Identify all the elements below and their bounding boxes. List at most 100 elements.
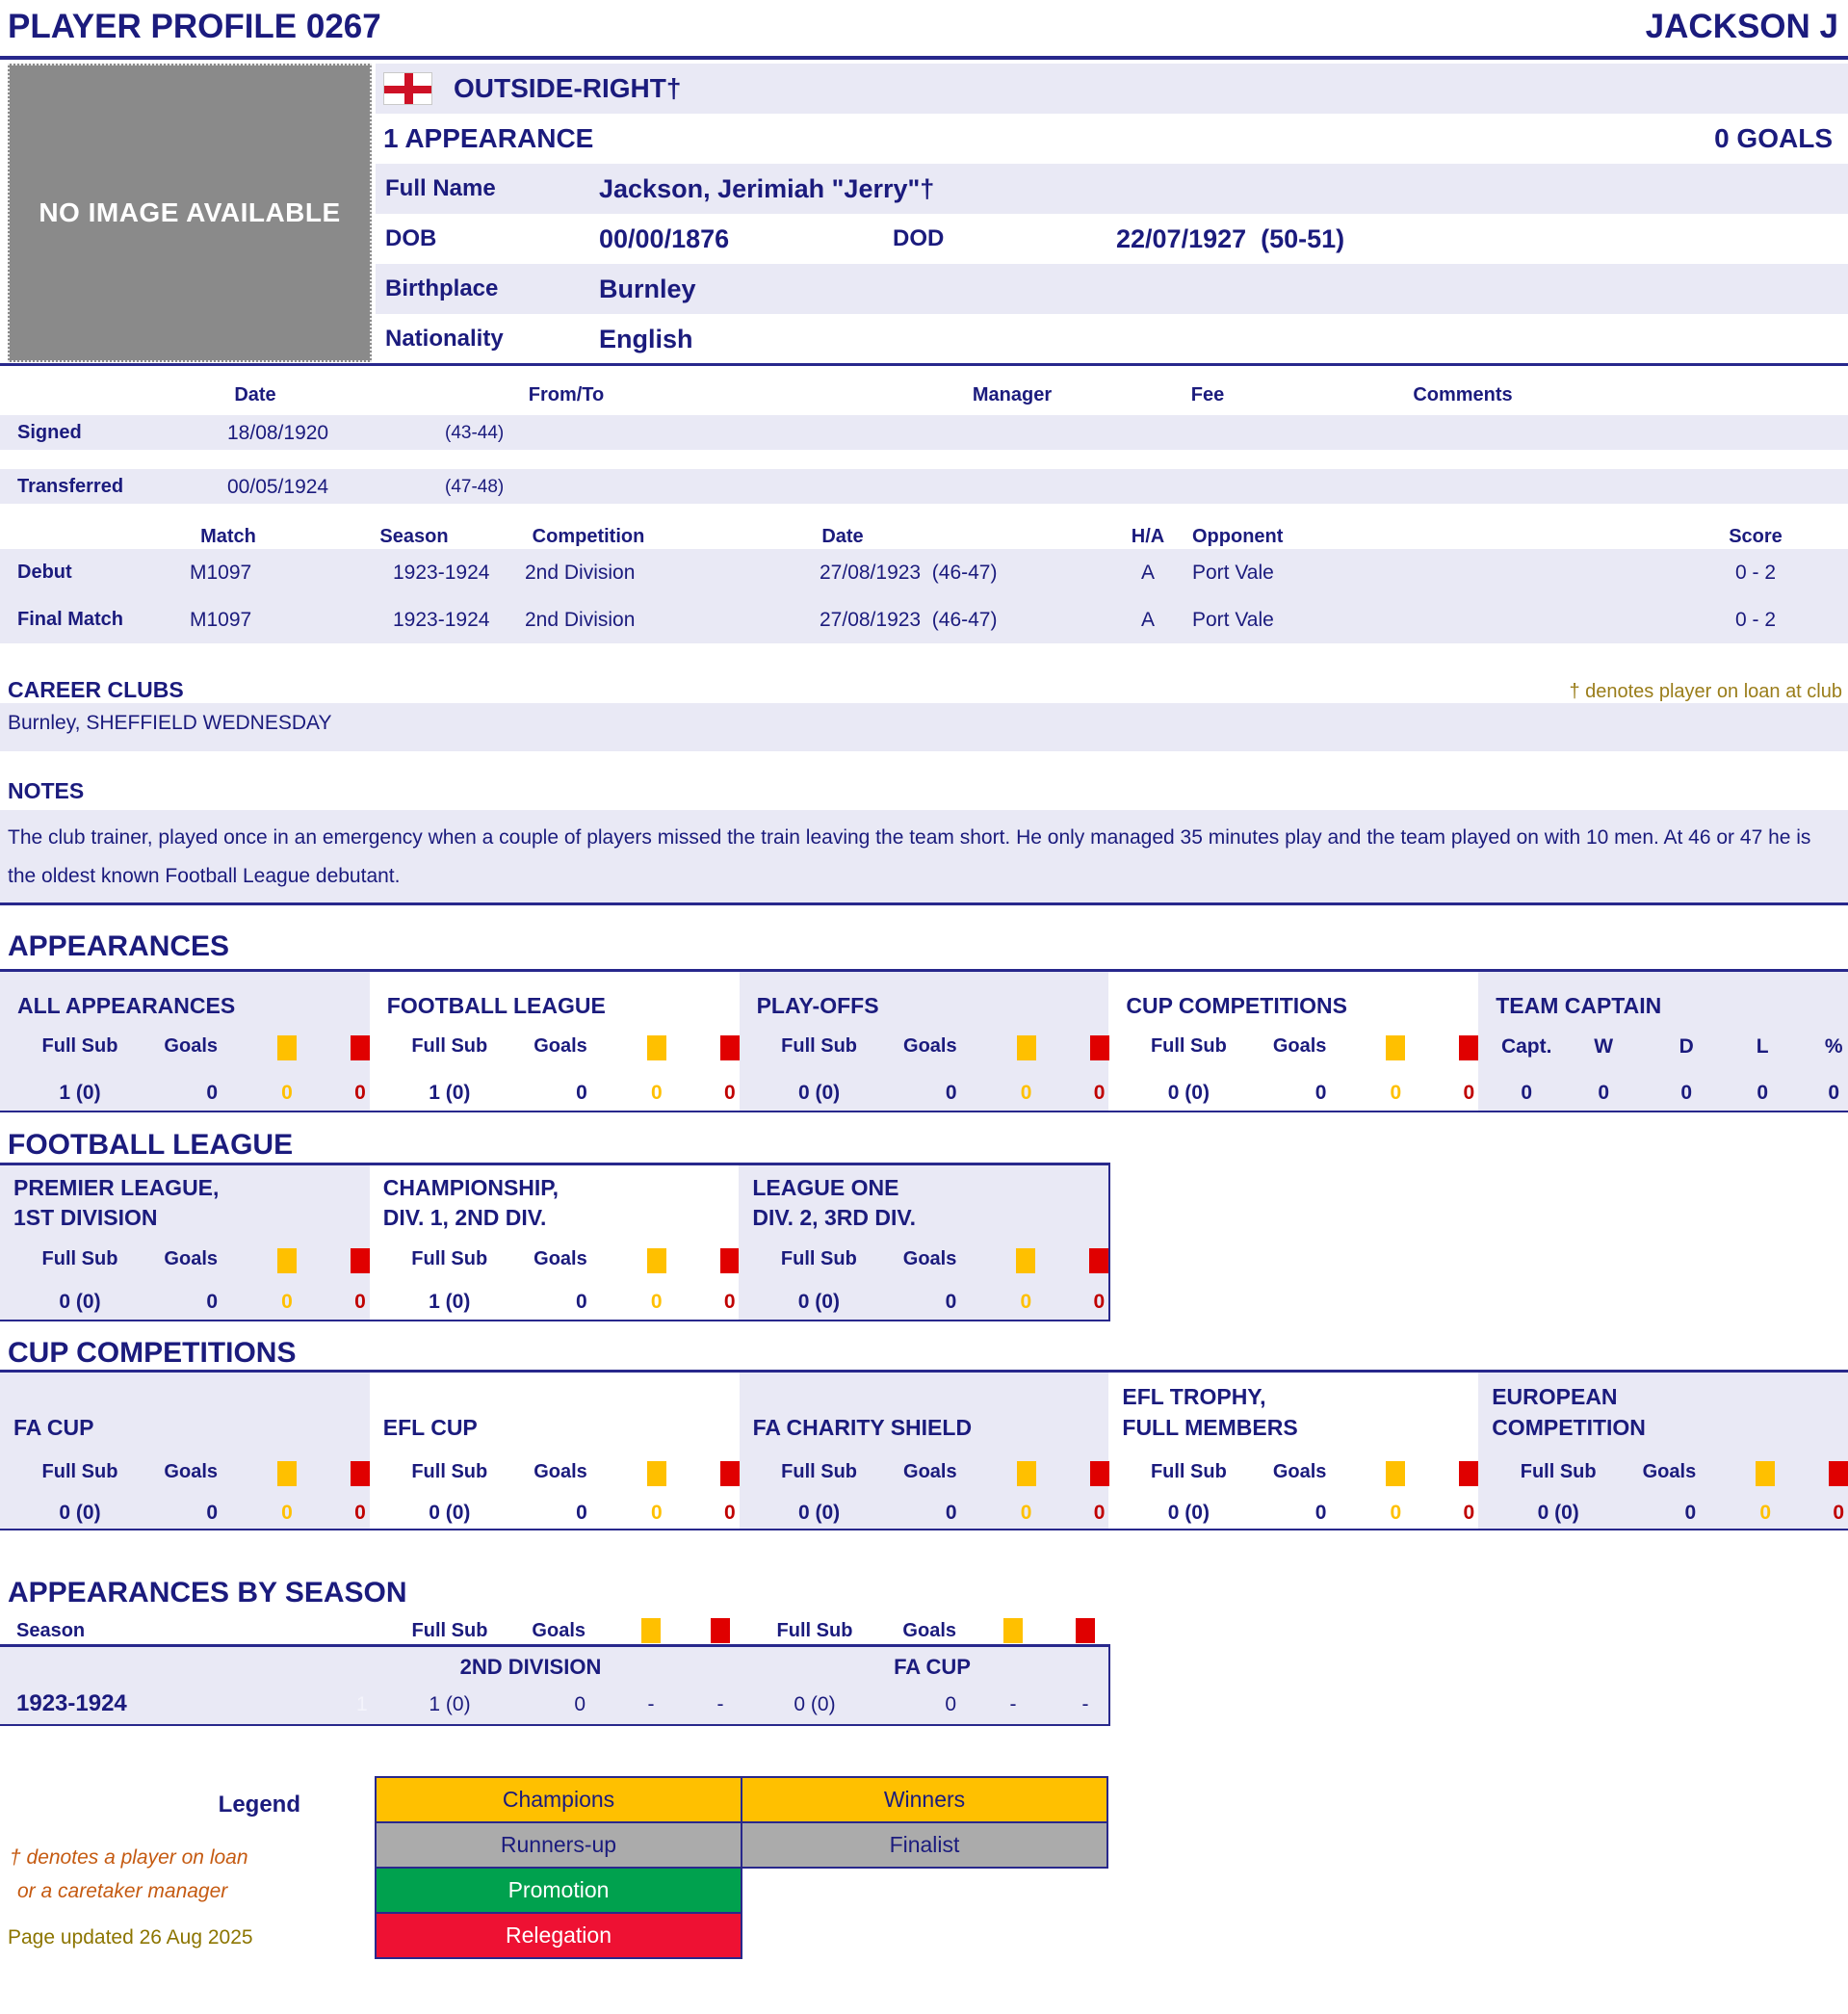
- draws-header: D: [1679, 1035, 1694, 1058]
- nationality-value: English: [599, 325, 693, 353]
- notes-title: NOTES: [8, 778, 85, 803]
- legend-table: Champions Winners Runners-up Finalist Pr…: [375, 1776, 1114, 1959]
- signed-date: 18/08/1920: [227, 422, 329, 444]
- draws-value: 0: [1680, 1082, 1693, 1104]
- panel-title-line1: EUROPEAN: [1492, 1384, 1618, 1409]
- panel-efl-cup: EFL CUP Full Sub Goals 0 (0) 0 0 0: [370, 1373, 740, 1529]
- panel-title-line2: COMPETITION: [1492, 1415, 1646, 1440]
- panel-team-captain: TEAM CAPTAIN Capt. W D L % 0 0 0 0 0: [1478, 972, 1848, 1111]
- goals-header: Goals: [534, 1035, 587, 1057]
- goals-value: 0: [1684, 1502, 1697, 1524]
- goals-header: Goals: [534, 1248, 587, 1269]
- cup-competitions-title: CUP COMPETITIONS: [8, 1337, 297, 1369]
- full-sub-header: Full Sub: [781, 1461, 858, 1482]
- goals-value: 0: [206, 1291, 218, 1313]
- debut-ha: A: [1140, 562, 1155, 584]
- by-season-band: 2ND DIVISION FA CUP 1923-1924 1 1 (0) 0 …: [0, 1647, 1110, 1726]
- panel-title: CUP COMPETITIONS: [1126, 993, 1347, 1018]
- full-sub-value: 0 (0): [1167, 1082, 1210, 1104]
- final-ha: A: [1140, 609, 1155, 631]
- debut-opponent: Port Vale: [1192, 562, 1274, 584]
- g1-red: -: [716, 1693, 724, 1715]
- goals-value: 0: [206, 1502, 218, 1524]
- goals-value: 0: [576, 1502, 587, 1524]
- by-season-title: APPEARANCES BY SEASON: [8, 1577, 407, 1609]
- wins-value: 0: [1598, 1082, 1610, 1104]
- percent-header: %: [1824, 1035, 1843, 1058]
- final-score: 0 - 2: [1734, 609, 1777, 631]
- matches-col-match: Match: [200, 526, 256, 547]
- goals-value: 0: [945, 1502, 957, 1524]
- dob-value: 00/00/1876: [599, 224, 730, 253]
- yellow-card-icon: [1004, 1248, 1047, 1273]
- yellow-cards-value: 0: [1390, 1502, 1402, 1524]
- final-match-label: Final Match: [17, 609, 124, 630]
- g1-yellow: -: [647, 1693, 655, 1715]
- legend-promotion: Promotion: [375, 1867, 742, 1914]
- full-sub-header: Full Sub: [1520, 1461, 1597, 1482]
- goals-header: Goals: [164, 1035, 218, 1057]
- goals-value: 0: [576, 1082, 587, 1104]
- table-row: Transferred 00/05/1924 (47-48): [0, 469, 1848, 504]
- full-sub-header: Full Sub: [411, 1620, 488, 1641]
- red-cards-value: 0: [1093, 1502, 1106, 1524]
- matches-rows: Debut M1097 1923-1924 2nd Division 27/08…: [0, 549, 1848, 643]
- signed-label: Signed: [17, 422, 82, 443]
- matches-col-ha: H/A: [1131, 526, 1165, 547]
- divider: [0, 363, 1848, 366]
- goals-header: Goals: [903, 1461, 957, 1482]
- page-title: PLAYER PROFILE 0267: [8, 8, 381, 45]
- yellow-card-icon: [636, 1461, 678, 1486]
- panel-title-line1: PREMIER LEAGUE,: [13, 1175, 220, 1200]
- g2-full-sub: 0 (0): [794, 1693, 836, 1715]
- england-flag-icon: [383, 72, 432, 105]
- legend-runners-up: Runners-up: [375, 1821, 742, 1869]
- goals-value: 0: [576, 1291, 587, 1313]
- g2-red: -: [1081, 1693, 1089, 1715]
- nationality-label: Nationality: [385, 326, 504, 352]
- full-sub-value: 1 (0): [429, 1082, 471, 1104]
- wins-header: W: [1594, 1035, 1614, 1058]
- notes-band: The club trainer, played once in an emer…: [0, 810, 1848, 902]
- full-sub-value: 0 (0): [429, 1502, 471, 1524]
- losses-header: L: [1756, 1035, 1769, 1058]
- matches-col-score: Score: [1729, 526, 1783, 547]
- g2-goals: 0: [945, 1693, 956, 1715]
- full-sub-header: Full Sub: [1150, 1461, 1227, 1482]
- yellow-cards-value: 0: [1020, 1502, 1032, 1524]
- yellow-cards-value: 0: [1759, 1502, 1772, 1524]
- matches-col-date: Date: [821, 526, 864, 547]
- debut-label: Debut: [17, 562, 72, 583]
- panel-cup-competitions: CUP COMPETITIONS Full Sub Goals 0 (0) 0 …: [1108, 972, 1479, 1111]
- red-cards-value: 0: [723, 1291, 736, 1313]
- goals-value: 0: [206, 1082, 218, 1104]
- full-sub-header: Full Sub: [1150, 1035, 1227, 1057]
- player-name: JACKSON J: [1645, 8, 1838, 45]
- transfers-col-fee: Fee: [1190, 384, 1225, 405]
- yellow-cards-value: 0: [1020, 1082, 1032, 1104]
- panel-league-one: LEAGUE ONE DIV. 2, 3RD DIV. Full Sub Goa…: [739, 1165, 1109, 1320]
- yellow-cards-value: 0: [650, 1502, 663, 1524]
- notes-text: The club trainer, played once in an emer…: [8, 826, 1811, 887]
- goals-header: Goals: [902, 1248, 957, 1269]
- goals-count: 0 GOALS: [1714, 123, 1833, 153]
- yellow-card-icon: [1005, 1461, 1048, 1486]
- panel-title-line2: FA CUP: [13, 1415, 94, 1440]
- player-photo-placeholder: NO IMAGE AVAILABLE: [8, 64, 372, 362]
- debut-competition: 2nd Division: [525, 562, 636, 584]
- career-clubs-list: Burnley, SHEFFIELD WEDNESDAY: [8, 712, 332, 734]
- competition-group-1: 2ND DIVISION: [459, 1655, 602, 1679]
- yellow-card-icon: [992, 1618, 1034, 1643]
- divider: [0, 1644, 1110, 1647]
- panel-football-league: FOOTBALL LEAGUE Full Sub Goals 1 (0) 0 0…: [370, 972, 740, 1111]
- transfers-col-fromto: From/To: [528, 384, 605, 405]
- legend-finalist: Finalist: [741, 1821, 1108, 1869]
- red-card-icon: [1079, 1035, 1121, 1060]
- yellow-card-icon: [266, 1461, 308, 1486]
- final-competition: 2nd Division: [525, 609, 636, 631]
- nationality-row: Nationality English: [376, 314, 1848, 364]
- appearances-count: 1 APPEARANCE: [383, 123, 594, 153]
- transferred-label: Transferred: [17, 476, 124, 497]
- captain-value: 0: [1521, 1082, 1533, 1104]
- goals-header: Goals: [164, 1248, 218, 1269]
